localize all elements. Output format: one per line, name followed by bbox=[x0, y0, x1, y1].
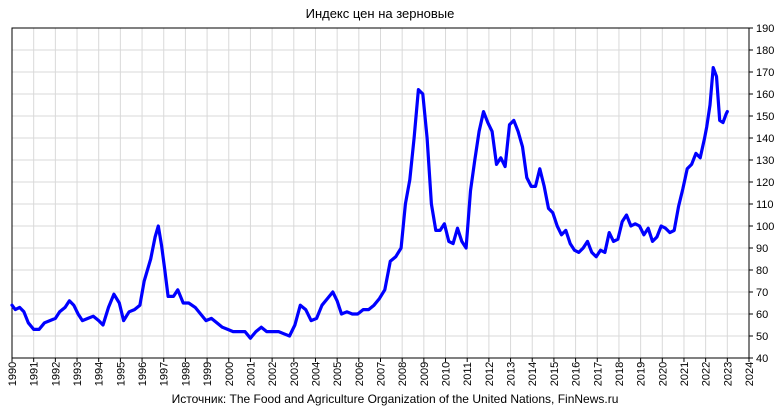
x-tick-label: 2012 bbox=[484, 362, 496, 386]
x-tick-label: 2001 bbox=[245, 362, 257, 386]
grid bbox=[11, 27, 750, 359]
x-tick-label: 2005 bbox=[332, 362, 344, 386]
y-tick-label: 150 bbox=[756, 111, 774, 123]
x-tick-label: 1991 bbox=[29, 362, 41, 386]
x-tick-label: 1996 bbox=[137, 362, 149, 386]
y-tick-label: 140 bbox=[756, 133, 774, 145]
x-tick-label: 1999 bbox=[202, 362, 214, 386]
y-tick-label: 70 bbox=[756, 287, 768, 299]
y-tick-label: 80 bbox=[756, 265, 768, 277]
x-axis-ticks: 1990 1991 1992 1993 1994 1995 1996 1997 1998 1999… bbox=[7, 358, 756, 386]
y-tick-label: 50 bbox=[756, 331, 768, 343]
y-tick-label: 110 bbox=[756, 199, 774, 211]
series-line bbox=[10, 66, 729, 340]
x-tick-label: 1992 bbox=[50, 362, 62, 386]
x-tick-label: 2017 bbox=[592, 362, 604, 386]
y-tick-label: 40 bbox=[756, 353, 768, 365]
x-tick-label: 1994 bbox=[94, 362, 106, 386]
x-tick-label: 2018 bbox=[614, 362, 626, 386]
x-tick-label: 2007 bbox=[376, 362, 388, 386]
x-tick-label: 2019 bbox=[636, 362, 648, 386]
x-tick-label: 2010 bbox=[441, 362, 453, 386]
y-tick-label: 90 bbox=[756, 243, 768, 255]
y-tick-label: 120 bbox=[756, 177, 774, 189]
y-tick-label: 190 bbox=[756, 23, 774, 35]
y-tick-label: 170 bbox=[756, 67, 774, 79]
x-tick-label: 1998 bbox=[180, 362, 192, 386]
x-tick-label: 2006 bbox=[354, 362, 366, 386]
x-tick-label: 2004 bbox=[310, 362, 322, 386]
x-tick-label: 1997 bbox=[159, 362, 171, 386]
x-tick-label: 2024 bbox=[744, 362, 756, 386]
x-tick-label: 2021 bbox=[679, 362, 691, 386]
chart-title: Индекс цен на зерновые bbox=[306, 6, 455, 21]
x-tick-label: 2002 bbox=[267, 362, 279, 386]
x-tick-label: 1993 bbox=[72, 362, 84, 386]
x-tick-label: 2011 bbox=[462, 362, 474, 386]
y-tick-label: 160 bbox=[756, 89, 774, 101]
x-tick-label: 2020 bbox=[657, 362, 669, 386]
y-tick-label: 60 bbox=[756, 309, 768, 321]
y-tick-label: 180 bbox=[756, 45, 774, 57]
x-tick-label: 1990 bbox=[7, 362, 19, 386]
y-tick-label: 100 bbox=[756, 221, 774, 233]
x-tick-label: 2009 bbox=[419, 362, 431, 386]
x-tick-label: 1995 bbox=[115, 362, 127, 386]
x-tick-label: 2003 bbox=[289, 362, 301, 386]
y-axis-ticks: 40 50 60 70 80 90 100 110 120 130 140 150 160 170 180 1… bbox=[749, 23, 774, 365]
x-tick-label: 2000 bbox=[224, 362, 236, 386]
x-tick-label: 2015 bbox=[549, 362, 561, 386]
source-note: Источник: The Food and Agriculture Organ… bbox=[172, 392, 619, 406]
x-tick-label: 2016 bbox=[571, 362, 583, 386]
x-tick-label: 2008 bbox=[397, 362, 409, 386]
x-tick-label: 2014 bbox=[527, 362, 539, 386]
y-tick-label: 130 bbox=[756, 155, 774, 167]
x-tick-label: 2013 bbox=[506, 362, 518, 386]
x-tick-label: 2022 bbox=[701, 362, 713, 386]
x-tick-label: 2023 bbox=[722, 362, 734, 386]
